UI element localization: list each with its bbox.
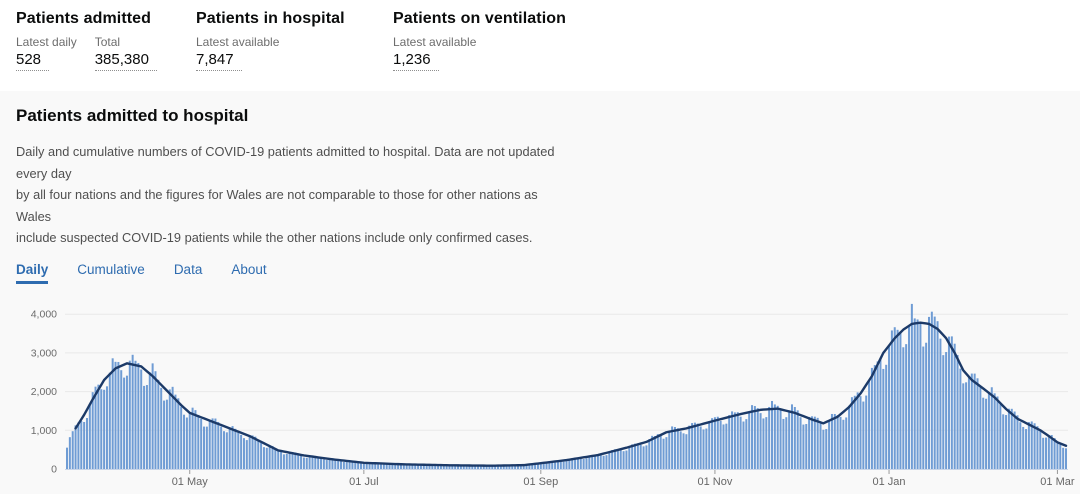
svg-text:1,000: 1,000 — [31, 424, 57, 436]
description-line: include suspected COVID-19 patients whil… — [16, 230, 533, 245]
stat-group-patients-admitted: Patients admitted Latest daily 528 Total… — [16, 10, 196, 78]
svg-text:01 Jan: 01 Jan — [873, 476, 906, 488]
svg-text:2,000: 2,000 — [31, 386, 57, 398]
description-line: Daily and cumulative numbers of COVID-19… — [16, 144, 555, 181]
metric-value[interactable]: 1,236 — [393, 51, 439, 71]
stat-group-patients-on-ventilation: Patients on ventilation Latest available… — [393, 10, 566, 78]
metric-latest-available: Latest available 1,236 — [393, 35, 476, 71]
metric-label: Total — [94, 35, 121, 49]
metric-value[interactable]: 528 — [16, 51, 50, 71]
svg-text:0: 0 — [51, 463, 57, 475]
metric-label: Latest available — [393, 35, 477, 49]
svg-text:01 May: 01 May — [172, 476, 209, 488]
stat-title: Patients in hospital — [196, 10, 345, 27]
admissions-card: Patients admitted to hospital Daily and … — [0, 91, 1080, 494]
tab-data[interactable]: Data — [173, 261, 203, 277]
chart-canvas[interactable]: 0 1,000 2,000 3,000 4,000 01 May 01 Jul 01 Sep 0… — [0, 295, 1080, 494]
tab-about[interactable]: About — [231, 261, 267, 277]
admissions-chart[interactable]: 0 1,000 2,000 3,000 4,000 01 May 01 Jul 01 Sep 0… — [0, 295, 1080, 494]
svg-text:4,000: 4,000 — [31, 308, 57, 320]
svg-text:01 Jul: 01 Jul — [349, 476, 378, 488]
card-title: Patients admitted to hospital — [16, 106, 249, 125]
tab-daily[interactable]: Daily — [16, 262, 49, 284]
headline-stats: Patients admitted Latest daily 528 Total… — [0, 0, 1080, 78]
card-tabs: Daily Cumulative Data About — [16, 262, 1064, 284]
metric-latest-daily: Latest daily 528 — [16, 35, 77, 71]
svg-text:3,000: 3,000 — [31, 347, 57, 359]
svg-text:01 Sep: 01 Sep — [523, 476, 558, 488]
stat-title: Patients admitted — [16, 10, 152, 27]
card-description: Daily and cumulative numbers of COVID-19… — [16, 141, 576, 249]
tab-cumulative[interactable]: Cumulative — [77, 261, 145, 277]
metric-latest-available: Latest available 7,847 — [196, 35, 279, 71]
svg-text:01 Nov: 01 Nov — [697, 476, 732, 488]
description-line: by all four nations and the figures for … — [16, 187, 538, 224]
metric-value[interactable]: 385,380 — [94, 51, 157, 71]
svg-text:01 Mar: 01 Mar — [1040, 476, 1075, 488]
metric-value[interactable]: 7,847 — [196, 51, 242, 71]
metric-label: Latest daily — [16, 35, 77, 49]
stat-group-patients-in-hospital: Patients in hospital Latest available 7,… — [196, 10, 393, 78]
metric-label: Latest available — [196, 35, 280, 49]
metric-total: Total 385,380 — [94, 35, 157, 71]
stat-title: Patients on ventilation — [393, 10, 566, 27]
